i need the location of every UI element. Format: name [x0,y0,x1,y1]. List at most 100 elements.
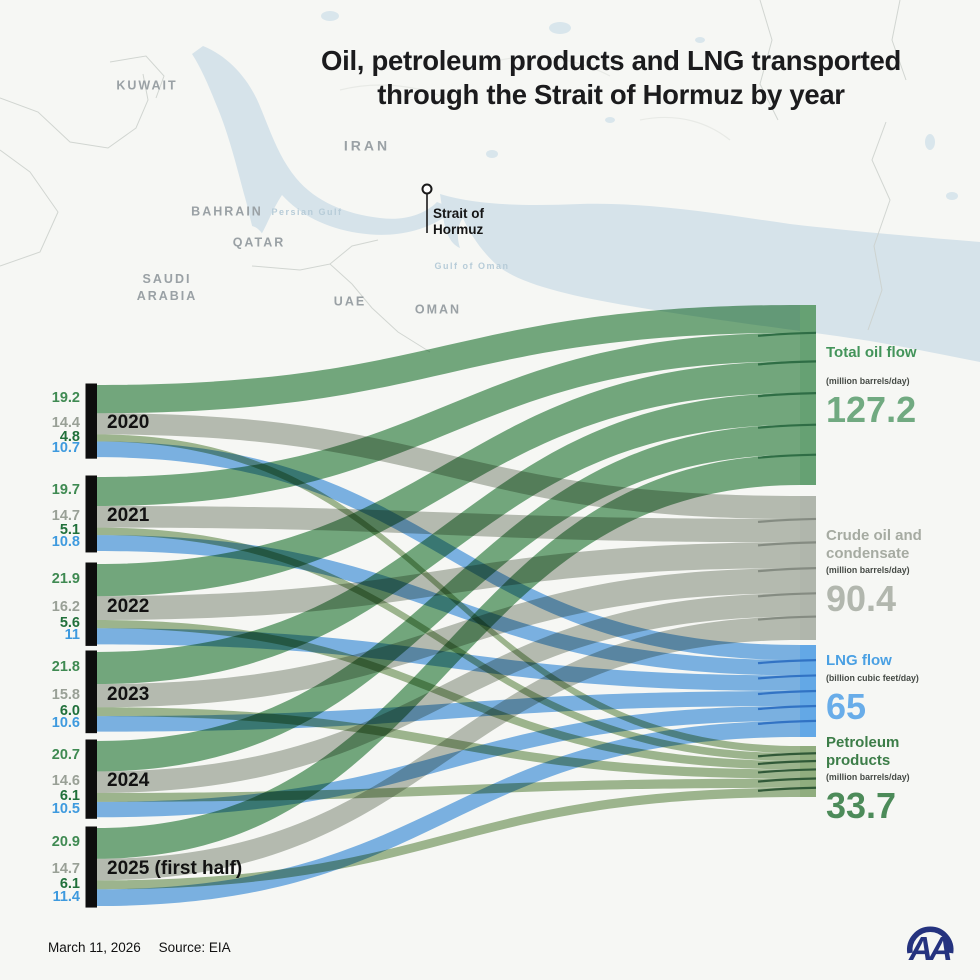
category-name: Crude oil and condensate [826,527,922,562]
node-flow-separator [757,704,817,711]
flow-value-label: 4.8 [59,428,80,445]
year-label: 2022 [107,596,150,618]
node-flow-separator [757,786,817,792]
sankey-ribbon-2022-flow3 [97,620,800,770]
sankey-target-node [800,305,816,485]
sankey-ribbon-2021-flow2 [97,535,800,676]
category-total: 127.2 [826,388,917,430]
map-label-saudi-arabia: SAUDI ARABIA [136,272,198,303]
sankey-ribbon-2025-flow2 [97,720,800,907]
flow-value-label: 19.7 [51,482,80,499]
flow-value-label: 15.8 [51,686,80,703]
category-lng-flow: LNG flow (billion cubic feet/day) 65 [826,652,958,726]
flow-value-label: 14.4 [51,414,80,431]
country-borders [0,0,907,353]
sankey-ribbon-2022-flow2 [97,628,800,691]
sankey-ribbon-2025-flow1 [97,616,800,881]
aa-logo-text: AA [908,930,951,964]
category-unit: (million barrels/day) [826,565,910,575]
callout-marker [421,183,433,195]
category-unit: (million barrels/day) [826,375,910,386]
flow-value-label: 6.1 [59,875,80,892]
flow-value-label: 14.7 [51,507,80,524]
footer-date: March 11, 2026 [48,940,141,955]
sankey-ribbon-2020-flow1 [97,413,800,519]
node-flow-separator [757,719,817,725]
node-flow-separator [757,659,817,665]
flow-value-label: 5.6 [59,615,80,632]
node-flow-separator [757,615,817,621]
node-flow-separator [757,541,817,547]
qatar-peninsula [247,226,268,267]
footer-source: Source: EIA [158,940,231,955]
sankey-ribbon-2025-flow3 [97,787,800,890]
flow-value-label: 19.2 [51,390,80,407]
year-bar [85,826,97,908]
node-flow-separator [757,360,817,366]
year-bar [85,475,97,553]
year-bar [85,562,97,646]
flow-value-label: 14.6 [51,773,80,790]
sankey-ribbon-2021-flow3 [97,527,800,761]
sankey-ribbon-2022-flow0 [97,361,800,597]
year-bar [85,739,97,819]
category-total: 65 [826,685,867,727]
node-flow-separator [757,453,817,459]
flow-value-label: 10.8 [51,534,80,550]
year-label: 2024 [107,770,150,792]
year-bar [85,383,97,459]
map-label-bahrain: BAHRAIN [191,204,263,219]
node-flow-separator [757,331,817,337]
flow-value-label: 10.5 [51,800,80,817]
relief-lines [339,56,731,141]
node-flow-separator [757,567,817,573]
category-total-oil-flow: Total oil flow (million barrels/day) 127… [826,344,958,429]
sankey-ribbon-2021-flow1 [97,505,800,543]
category-name: LNG flow [826,652,892,669]
category-name: Petroleum products [826,734,900,769]
sankey-ribbon-2021-flow0 [97,332,800,506]
sankey-ribbon-2023-flow0 [97,393,800,685]
flow-value-label: 11 [64,627,80,644]
node-flow-separator [757,759,817,766]
year-label: 2025 (first half) [107,857,243,879]
aa-agency-logo: AA [907,926,955,964]
flow-value-label: 10.7 [51,440,80,457]
flow-value-label: 11.4 [52,888,80,905]
persian-gulf-water [192,46,449,240]
flow-value-label: 6.1 [59,788,80,805]
node-flow-separator [757,592,817,598]
aa-logo-arc [907,926,954,954]
flow-value-label: 20.9 [51,834,80,851]
category-unit: (billion cubic feet/day) [826,672,919,683]
bahrain-island [230,212,238,224]
year-bar [85,650,97,734]
map-label-oman: OMAN [414,302,462,317]
sankey-ribbon-2023-flow2 [97,691,800,732]
sankey-ribbon-2020-flow3 [97,434,800,754]
map-lakes [321,11,958,200]
map-label-kuwait: KUWAIT [116,78,178,93]
sankey-ribbon-2024-flow2 [97,706,800,818]
flow-value-label: 16.2 [51,599,80,616]
node-flow-separator [757,517,817,524]
map-label-qatar: QATAR [232,235,286,250]
category-name: Total oil flow [826,344,917,361]
sankey-ribbon-2020-flow0 [97,305,800,414]
node-flow-separator [757,674,817,680]
year-label: 2023 [107,683,150,705]
category-unit: (million barrels/day) [826,772,910,782]
flow-value-label: 20.7 [51,747,80,764]
node-flow-separator [757,768,817,774]
flow-value-label: 5.1 [59,522,80,539]
sankey-ribbon-2023-flow3 [97,707,800,779]
map-label-uae: UAE [333,294,367,309]
map-label-iran: IRAN [343,137,391,154]
year-label: 2020 [107,411,150,433]
sankey-ribbon-2023-flow1 [97,568,800,708]
flow-value-label: 6.0 [59,702,80,719]
node-flow-separator [757,689,817,696]
category-total: 90.4 [826,578,897,619]
node-flow-separator [757,423,817,429]
